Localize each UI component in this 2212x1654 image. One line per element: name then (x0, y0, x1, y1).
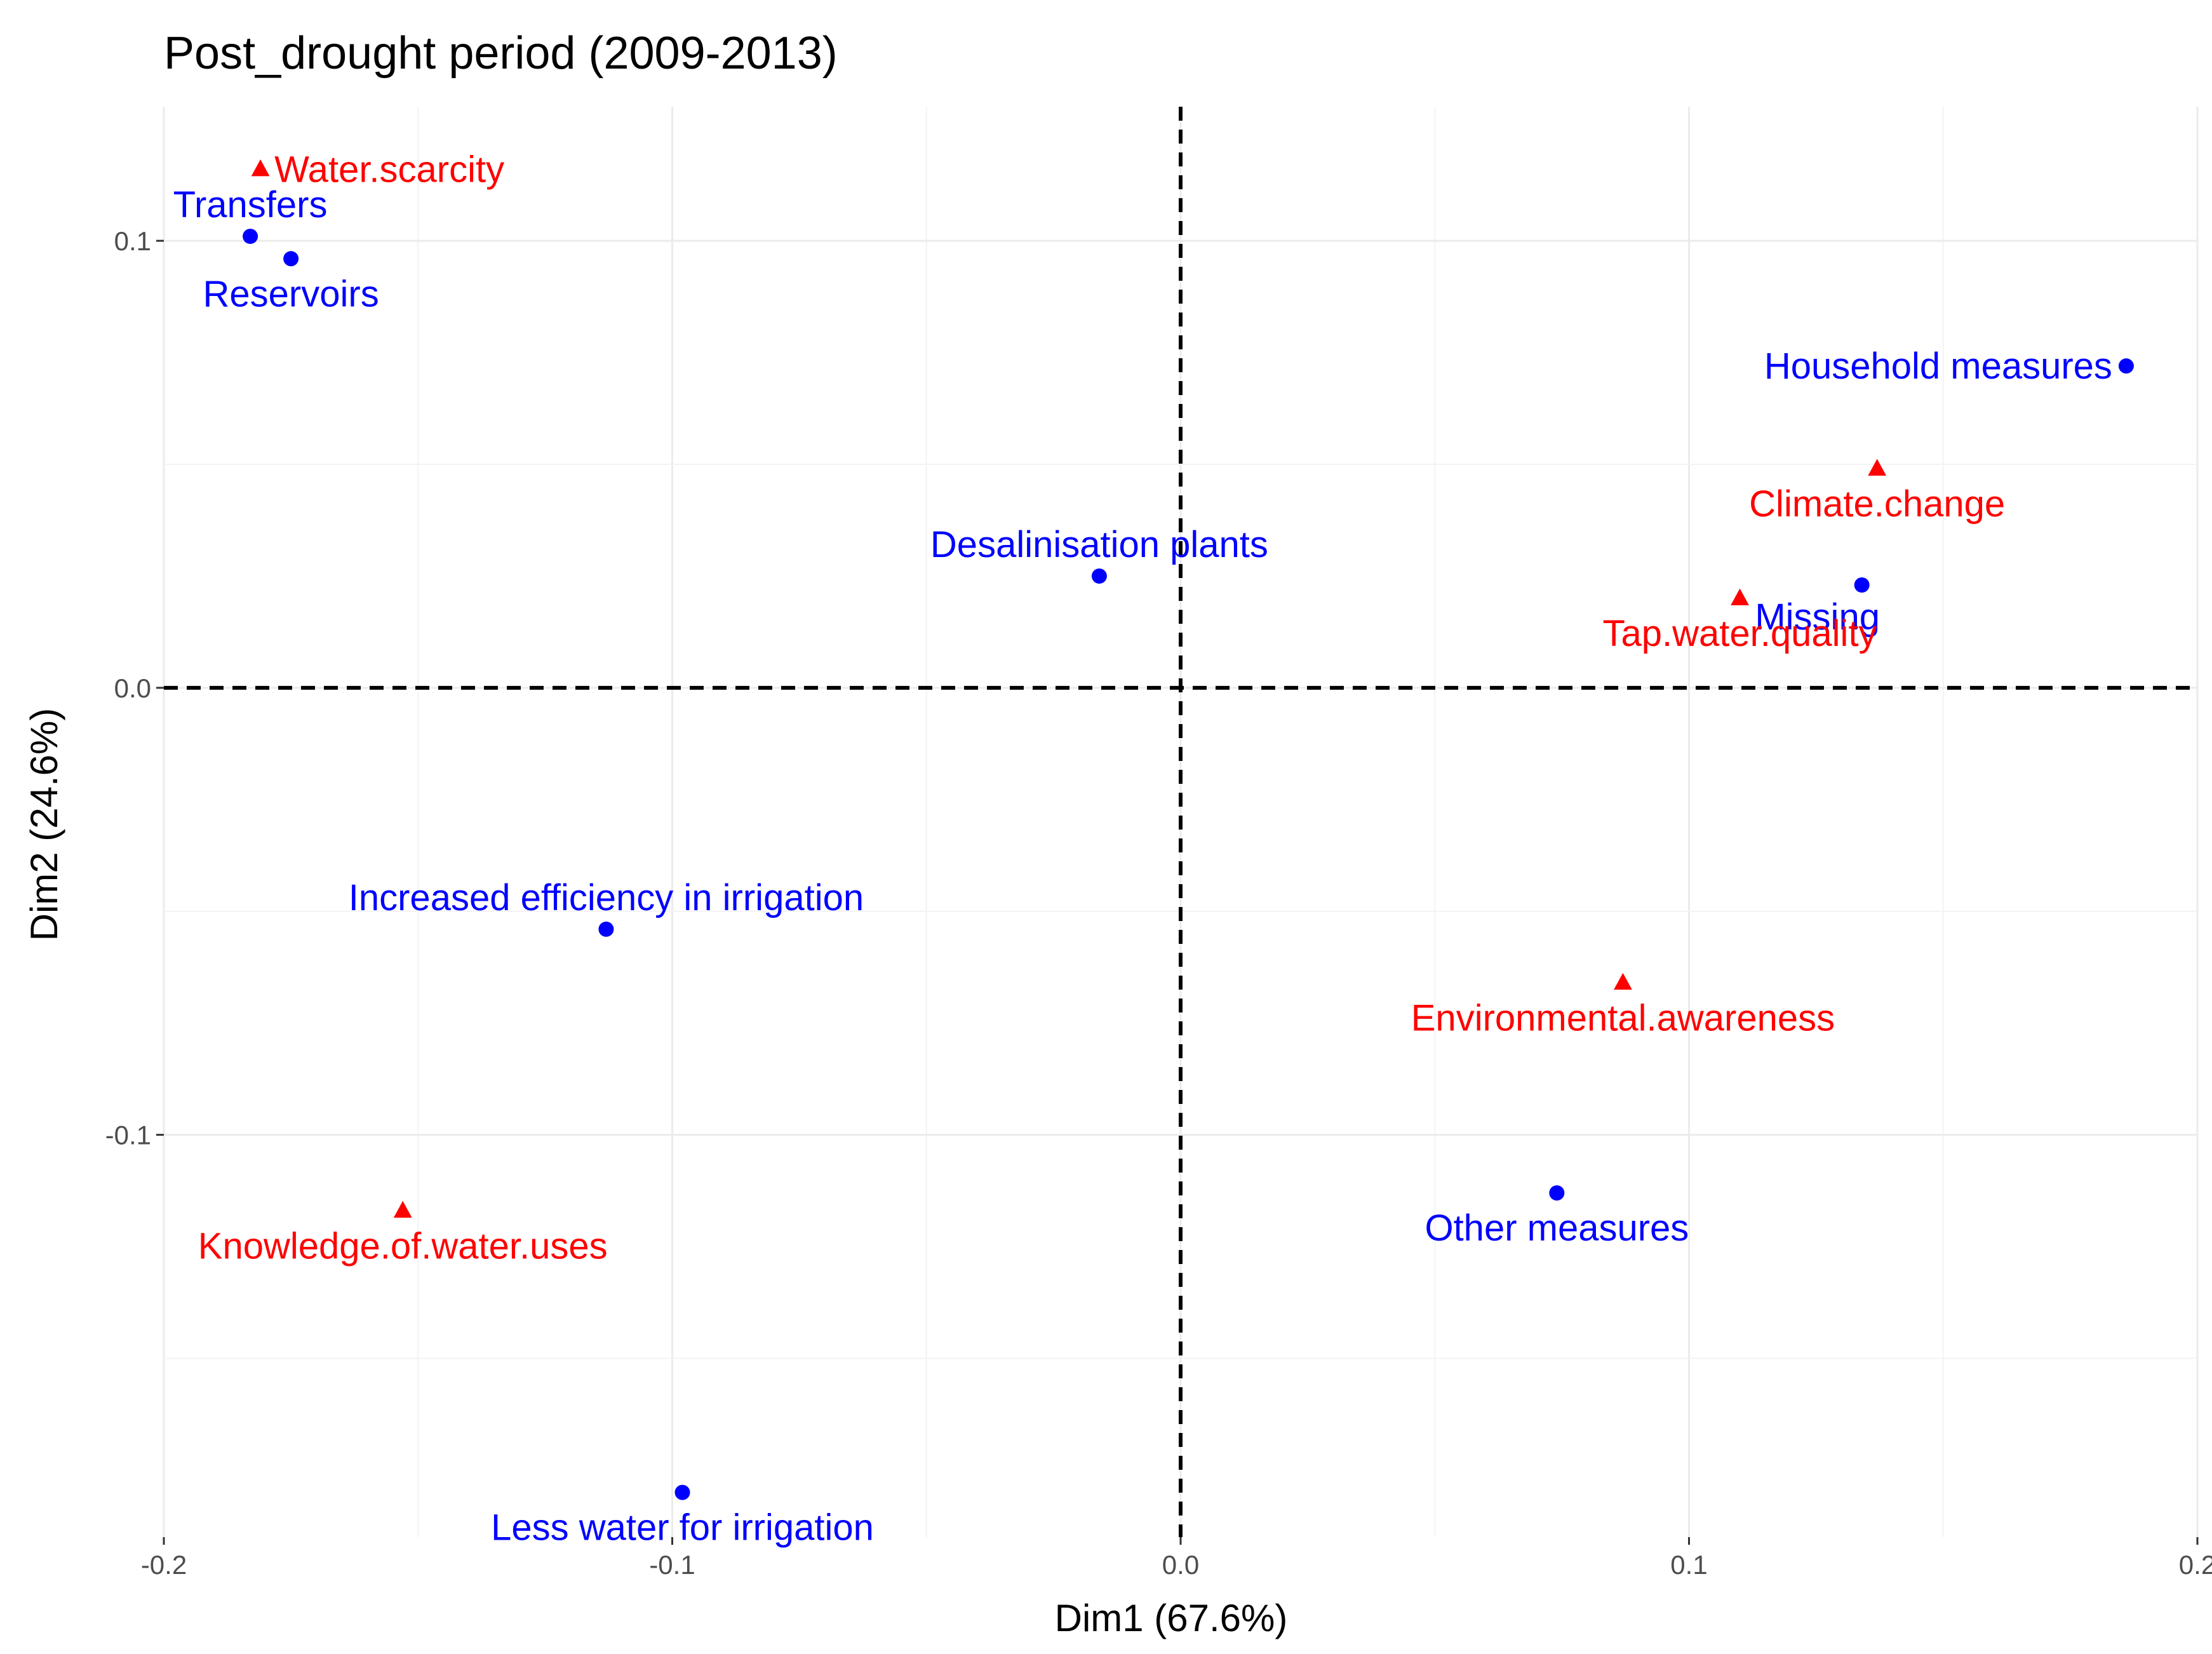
label-environmental-awareness: Environmental.awareness (1411, 997, 1835, 1039)
label-other-measures: Other measures (1424, 1207, 1689, 1249)
label-missing: Missing (1755, 596, 1880, 638)
x-tick-label: 0.1 (1670, 1550, 1707, 1580)
label-tap-water-quality: Tap.water.quality (1603, 613, 1877, 654)
label-household-measures: Household measures (1764, 346, 2112, 387)
point-missing (1854, 577, 1870, 593)
x-tick-label: -0.1 (649, 1550, 695, 1580)
point-reservoirs (283, 251, 299, 267)
x-tick-label: 0.0 (1162, 1550, 1199, 1580)
label-desalinisation-plants: Desalinisation plants (930, 524, 1268, 565)
reference-lines (164, 107, 2197, 1537)
y-tick-label: -0.1 (105, 1120, 151, 1150)
point-environmental-awareness (1614, 972, 1632, 990)
point-desalinisation-plants (1091, 568, 1107, 584)
label-reservoirs: Reservoirs (203, 273, 379, 314)
point-transfers (243, 229, 258, 245)
label-less-water-for-irrigation: Less water for irrigation (491, 1507, 874, 1549)
point-labels: Transfers Reservoirs Household measures Des… (173, 149, 2112, 1549)
point-less-water-for-irrigation (674, 1484, 690, 1500)
label-transfers: Transfers (173, 184, 328, 225)
point-climate-change (1868, 459, 1887, 476)
point-increased-efficiency-in-irrigation (598, 921, 614, 937)
x-tick-label: -0.2 (141, 1550, 187, 1580)
label-water-scarcity: Water.scarcity (274, 149, 504, 191)
x-axis-title: Dim1 (67.6%) (1055, 1597, 1288, 1639)
y-tick-label: 0.1 (114, 226, 151, 256)
point-household-measures (2118, 358, 2134, 374)
y-axis-title: Dim2 (24.6%) (23, 708, 65, 941)
label-knowledge-of-water-uses: Knowledge.of.water.uses (198, 1225, 608, 1267)
label-increased-efficiency-in-irrigation: Increased efficiency in irrigation (349, 877, 864, 918)
chart-title: Post_drought period (2009-2013) (164, 28, 838, 79)
data-points (243, 159, 2134, 1500)
point-tap-water-quality (1731, 588, 1749, 605)
axis-ticks: -0.2 -0.1 0.0 0.1 0.2 -0.1 0.0 0.1 (105, 226, 2212, 1580)
label-climate-change: Climate.change (1749, 483, 2005, 525)
point-knowledge-of-water-uses (393, 1200, 412, 1218)
point-other-measures (1549, 1185, 1565, 1201)
x-tick-label: 0.2 (2179, 1550, 2212, 1580)
y-tick-label: 0.0 (114, 673, 151, 703)
point-water-scarcity (251, 159, 270, 177)
